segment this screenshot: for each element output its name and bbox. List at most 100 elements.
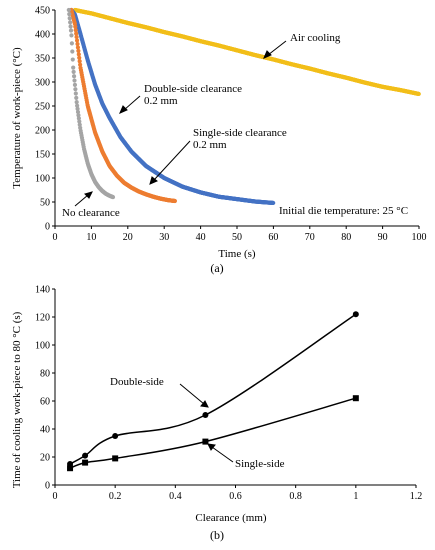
arrow-air-cooling [267,40,287,56]
chart-a-data-point [75,103,80,108]
chart-a-x-tick-label: 90 [378,232,388,243]
arrow-air-cooling-head [263,50,272,59]
chart-b-y-tick-label: 80 [40,369,50,380]
chart-b-panel-label: (b) [210,528,224,542]
annotation-arrows-b [179,383,234,463]
chart-a-x-tick-label: 100 [412,232,427,243]
chart-a-data-point [71,74,77,79]
chart-a-data-point [71,69,76,75]
chart-b-data-point [82,459,89,466]
arrow-no-clearance [74,194,89,207]
chart-a-data-point [76,52,81,57]
chart-b-series-line [69,313,357,465]
chart-b-y-tick-label: 0 [45,481,50,492]
chart-b-x-tick-label: 0.6 [229,491,242,502]
chart-a-data-point [77,119,82,124]
chart-a-xlabel: Time (s) [218,248,256,260]
chart-b-xlabel: Clearance (mm) [195,512,266,524]
chart-b-series [67,311,359,467]
chart-a-panel-label: (a) [210,261,223,275]
chart-a-data-point [73,91,78,96]
annotation-double-side: Double-side clearance [144,83,242,95]
chart-a-data-point [75,41,80,47]
chart-a-data-point [75,45,81,50]
annotation-double-side-value: 0.2 mm [144,95,178,107]
chart-a-data-point [76,116,81,121]
arrow-single-side-b [211,446,234,463]
chart-b-y-tick-label: 100 [35,341,50,352]
chart-a-y-tick-label: 300 [35,78,50,89]
chart-a-x-tick-label: 20 [123,232,133,243]
chart-a-data-point [271,200,276,206]
annotation-air-cooling: Air cooling [290,32,341,44]
chart-a-data-point [74,31,79,36]
chart-a-data-point [74,95,79,100]
chart-a-y-tick-label: 450 [35,6,50,17]
arrow-double-side-head [119,105,128,114]
chart-b-x-tick-label: 1.2 [410,491,423,502]
chart-b-ylabel: Time of cooling work-piece to 80 °C (s) [11,311,23,488]
chart-b-series-line [69,397,357,469]
annotation-initial-die-temp: Initial die temperature: 25 °C [279,205,408,217]
chart-a-data-point [70,49,75,54]
chart-a-data-point [67,16,72,21]
chart-b-axes: 0 0.2 0.4 0.6 0.8 1 1.2 0 20 40 60 80 100 120 140 [35,285,422,503]
annotation-no-clearance: No clearance [62,207,120,219]
chart-b-x-tick-label: 1 [353,491,358,502]
chart-a-data-point [74,34,79,40]
annotation-single-side: Single-side clearance [193,127,287,139]
arrow-single-side-b-head [207,443,216,451]
chart-b-data-point [352,311,359,318]
chart-a-data-point [172,198,177,204]
chart-a-series [66,7,116,200]
chart-a-data-point [75,109,81,115]
chart-a-series [69,7,276,206]
chart-b-x-tick-label: 0.4 [169,491,182,502]
chart-a-data-point [74,38,80,43]
chart-a-data-point [78,62,83,67]
chart-a-data-point [68,20,73,25]
chart-a-series [72,7,421,97]
arrow-single-side [153,140,191,181]
chart-b-data-point [82,452,89,459]
chart-a-y-tick-label: 0 [45,222,50,233]
chart-a-y-tick-label: 50 [40,198,50,209]
chart-a-data-point [68,24,73,29]
annotation-single-side-value: 0.2 mm [193,139,227,151]
annotation-arrows-a [74,40,287,207]
chart-b-y-tick-label: 40 [40,425,50,436]
chart-a-x-tick-label: 30 [159,232,169,243]
chart-a-data-point [69,41,74,46]
chart-a-x-tick-label: 50 [232,232,242,243]
chart-a-data-point [73,87,78,92]
chart-b-marks [67,311,359,472]
chart-b-data-point [112,433,119,439]
chart-a-data-point [68,28,74,33]
arrow-double-side-b-head [200,400,209,408]
arrow-no-clearance-head [84,191,93,199]
chart-a-data-point [76,48,81,54]
chart-b-x-tick-label: 0 [53,491,58,502]
arrow-double-side-b [179,383,205,405]
arrow-single-side-head [149,176,158,185]
chart-a-data-point [69,33,74,38]
chart-a-data-point [416,91,421,97]
chart-a-marks [66,7,421,206]
chart-a-data-point [74,100,79,105]
chart-b-y-tick-label: 20 [40,453,50,464]
chart-b-y-tick-label: 140 [35,285,50,296]
chart-b-data-point [202,438,209,445]
chart-b: 0 0.2 0.4 0.6 0.8 1 1.2 0 20 40 60 80 100 120 140 Time… [11,285,422,543]
chart-b-y-tick-label: 120 [35,313,50,324]
chart-a-data-point [66,7,71,13]
chart-b-data-point [202,412,209,418]
chart-a-data-point [77,55,82,60]
chart-a-data-point [75,106,80,111]
arrow-double-side [123,95,141,111]
chart-b-x-tick-label: 0.8 [289,491,302,502]
chart-a-ylabel: Temperature of work-piece (°C) [11,47,23,189]
chart-a-y-tick-label: 100 [35,174,50,185]
chart-a-data-point [72,82,78,87]
chart-b-y-tick-label: 60 [40,397,50,408]
